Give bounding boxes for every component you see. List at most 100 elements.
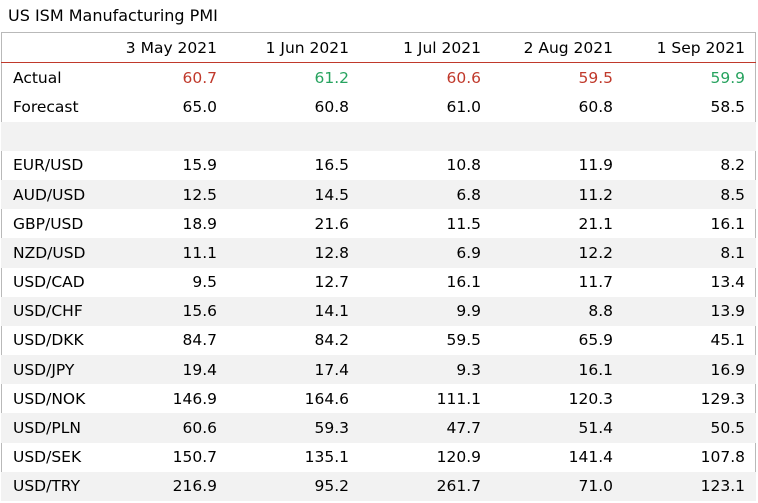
pair-value: 18.9 [182, 214, 217, 233]
column-header: 1 Jun 2021 [228, 33, 360, 64]
table-title: US ISM Manufacturing PMI [8, 6, 218, 25]
pair-value: 10.8 [446, 156, 481, 175]
pair-value: 9.5 [192, 273, 217, 292]
pair-row: NZD/USD 11.1 12.8 6.9 12.2 8.1 [1, 238, 756, 268]
pair-value: 95.2 [228, 471, 360, 501]
pair-value: 19.4 [96, 355, 228, 385]
actual-value: 59.9 [710, 68, 745, 87]
pair-value: 13.9 [624, 296, 756, 326]
pair-value: 11.7 [578, 273, 613, 292]
corner-cell [1, 33, 96, 64]
pair-label: USD/NOK [13, 389, 86, 408]
pair-value: 216.9 [96, 471, 228, 501]
pair-value: 47.7 [360, 413, 492, 443]
forecast-row: Forecast 65.0 60.8 61.0 60.8 58.5 [1, 92, 756, 121]
pair-row: USD/JPY 19.4 17.4 9.3 16.1 16.9 [1, 355, 756, 385]
pair-label: USD/JPY [1, 355, 96, 385]
header-row: 3 May 2021 1 Jun 2021 1 Jul 2021 2 Aug 2… [1, 33, 756, 64]
actual-value: 61.2 [314, 68, 349, 87]
pair-value: 164.6 [304, 389, 349, 408]
spacer-cell [624, 121, 756, 151]
pair-value: 123.1 [624, 471, 756, 501]
pair-value: 59.5 [446, 331, 481, 350]
pair-label: USD/PLN [1, 413, 96, 443]
actual-row: Actual 60.7 61.2 60.6 59.5 59.9 [1, 63, 756, 93]
actual-value: 59.5 [578, 68, 613, 87]
column-header: 3 May 2021 [96, 33, 228, 64]
column-header: 1 Jul 2021 [360, 33, 492, 64]
pair-value: 16.1 [492, 355, 624, 385]
pair-row: AUD/USD 12.5 14.5 6.8 11.2 8.5 [1, 179, 756, 210]
spacer-cell [228, 121, 360, 151]
pair-value: 107.8 [700, 448, 745, 467]
pair-value: 8.1 [624, 238, 756, 268]
forecast-value: 61.0 [446, 97, 481, 116]
row-label: Forecast [13, 97, 79, 116]
column-header: 2 Aug 2021 [492, 33, 624, 64]
pair-value: 21.1 [578, 214, 613, 233]
pair-value: 12.7 [314, 273, 349, 292]
pair-row: USD/SEK 150.7 135.1 120.9 141.4 107.8 [1, 443, 756, 472]
spacer-cell [96, 121, 228, 151]
pair-row: USD/CAD 9.5 12.7 16.1 11.7 13.4 [1, 268, 756, 297]
pair-value: 13.4 [710, 273, 745, 292]
pair-value: 84.2 [314, 331, 349, 350]
pair-label: AUD/USD [1, 179, 96, 210]
pair-row: EUR/USD 15.9 16.5 10.8 11.9 8.2 [1, 151, 756, 180]
pair-row: USD/TRY 216.9 95.2 261.7 71.0 123.1 [1, 471, 756, 501]
pair-value: 45.1 [710, 331, 745, 350]
pair-value: 141.4 [568, 448, 613, 467]
row-label: Actual [13, 68, 62, 87]
pair-value: 120.3 [568, 389, 613, 408]
pair-value: 15.6 [96, 296, 228, 326]
pair-value: 9.3 [360, 355, 492, 385]
pair-value: 15.9 [182, 156, 217, 175]
pair-label: USD/DKK [13, 331, 84, 350]
pair-value: 14.5 [228, 179, 360, 210]
pair-value: 16.1 [446, 273, 481, 292]
pair-label: USD/CHF [1, 296, 96, 326]
column-header: 1 Sep 2021 [624, 33, 756, 64]
pair-value: 129.3 [700, 389, 745, 408]
forecast-value: 60.8 [578, 97, 613, 116]
pair-row: USD/DKK 84.7 84.2 59.5 65.9 45.1 [1, 326, 756, 355]
actual-value: 60.7 [182, 68, 217, 87]
pair-value: 16.5 [314, 156, 349, 175]
pair-value: 8.5 [624, 179, 756, 210]
pair-value: 11.5 [446, 214, 481, 233]
pair-value: 12.2 [492, 238, 624, 268]
pair-value: 8.8 [492, 296, 624, 326]
actual-value: 60.6 [446, 68, 481, 87]
pair-value: 71.0 [492, 471, 624, 501]
pair-value: 261.7 [360, 471, 492, 501]
pair-label: USD/SEK [13, 448, 82, 467]
pair-value: 11.9 [578, 156, 613, 175]
pair-value: 146.9 [172, 389, 217, 408]
spacer-row [1, 121, 756, 151]
forecast-value: 58.5 [710, 97, 745, 116]
pair-value: 8.2 [720, 156, 745, 175]
spacer-cell [1, 121, 96, 151]
pair-value: 120.9 [436, 448, 481, 467]
pair-value: 60.6 [96, 413, 228, 443]
pair-value: 84.7 [182, 331, 217, 350]
spacer-cell [492, 121, 624, 151]
pair-value: 16.1 [710, 214, 745, 233]
pair-value: 50.5 [624, 413, 756, 443]
pair-value: 65.9 [578, 331, 613, 350]
pair-value: 21.6 [314, 214, 349, 233]
spacer-cell [360, 121, 492, 151]
pair-label: GBP/USD [13, 214, 84, 233]
pair-value: 12.5 [96, 179, 228, 210]
pair-value: 16.9 [624, 355, 756, 385]
pair-value: 6.8 [360, 179, 492, 210]
pmi-table: 3 May 2021 1 Jun 2021 1 Jul 2021 2 Aug 2… [1, 33, 756, 501]
pair-value: 12.8 [228, 238, 360, 268]
pair-value: 11.2 [492, 179, 624, 210]
pair-value: 135.1 [304, 448, 349, 467]
pair-value: 9.9 [360, 296, 492, 326]
pair-value: 150.7 [172, 448, 217, 467]
pair-value: 14.1 [228, 296, 360, 326]
pair-label: EUR/USD [13, 156, 84, 175]
pair-row: USD/NOK 146.9 164.6 111.1 120.3 129.3 [1, 384, 756, 413]
